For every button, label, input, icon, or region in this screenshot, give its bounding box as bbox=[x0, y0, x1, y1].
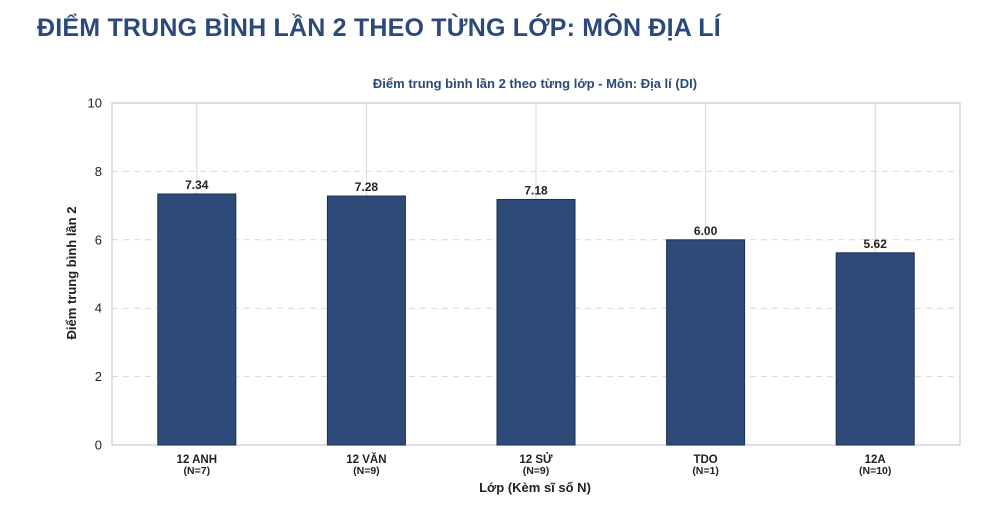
bar bbox=[496, 198, 576, 446]
bar bbox=[835, 252, 915, 446]
bars: 7.34 7.28 7.18 6.00 5.62 bbox=[157, 178, 915, 446]
bar bbox=[157, 193, 237, 446]
y-axis-ticks: 0 2 4 6 8 10 bbox=[88, 96, 102, 453]
x-axis-label: Lớp (Kèm sĩ số N) bbox=[479, 480, 591, 495]
x-tick-label: TDO bbox=[693, 454, 717, 466]
x-tick-count-label: (N=1) bbox=[692, 465, 719, 477]
y-tick-label: 4 bbox=[95, 301, 102, 316]
x-tick-count-label: (N=10) bbox=[859, 465, 891, 477]
bar-value-label: 7.28 bbox=[355, 180, 379, 194]
y-tick-label: 8 bbox=[95, 164, 102, 179]
bar-value-label: 7.18 bbox=[524, 183, 548, 197]
bar-value-label: 6.00 bbox=[694, 224, 718, 238]
bar-value-label: 7.34 bbox=[185, 178, 209, 192]
y-axis-label: Điểm trung bình lần 2 bbox=[64, 207, 79, 340]
bar-value-label: 5.62 bbox=[864, 237, 888, 251]
x-tick-count-label: (N=9) bbox=[523, 465, 550, 477]
y-tick-label: 0 bbox=[95, 438, 102, 453]
x-tick-count-label: (N=7) bbox=[184, 465, 211, 477]
page-title: ĐIỂM TRUNG BÌNH LẦN 2 THEO TỪNG LỚP: MÔN… bbox=[37, 14, 721, 42]
x-tick-count-label: (N=9) bbox=[353, 465, 380, 477]
x-tick-label: 12 ANH bbox=[177, 454, 217, 466]
bar bbox=[326, 195, 406, 446]
y-tick-label: 6 bbox=[95, 232, 102, 247]
x-axis-ticks: 12 ANH(N=7)12 VĂN(N=9)12 SỬ(N=9)TDO(N=1)… bbox=[177, 453, 892, 477]
y-tick-label: 2 bbox=[95, 369, 102, 384]
bar bbox=[666, 239, 746, 446]
x-tick-label: 12A bbox=[865, 454, 886, 466]
x-tick-label: 12 VĂN bbox=[346, 453, 386, 466]
x-tick-label: 12 SỬ bbox=[519, 453, 553, 466]
chart-title: Điểm trung bình lần 2 theo từng lớp - Mô… bbox=[373, 76, 697, 91]
y-tick-label: 10 bbox=[88, 96, 102, 111]
